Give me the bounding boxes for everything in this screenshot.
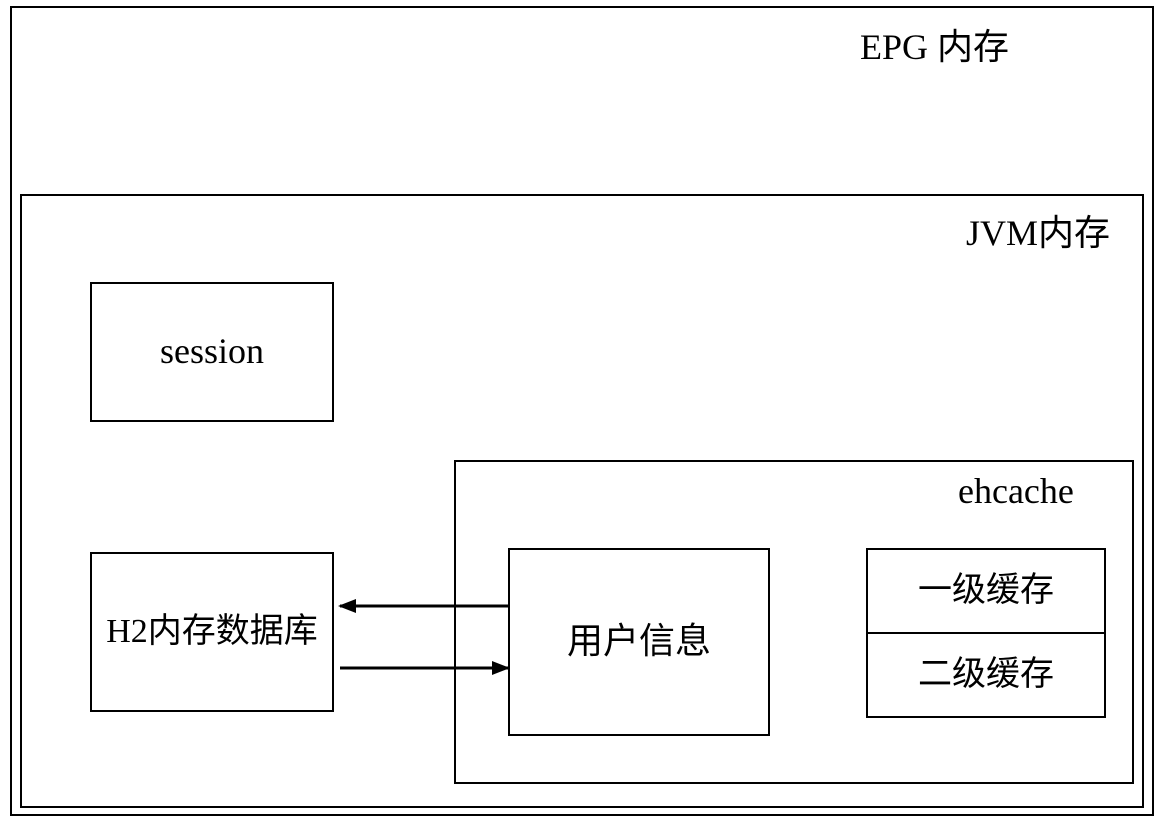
l1-cache-box: 一级缓存 [866,548,1106,634]
session-label: session [92,284,332,420]
l1-cache-label: 一级缓存 [868,550,1104,632]
l2-cache-box: 二级缓存 [866,632,1106,718]
h2-db-box: H2内存数据 库 [90,552,334,712]
user-info-box: 用户信息 [508,548,770,736]
jvm-memory-label: JVM内存 [966,204,1110,256]
ehcache-label: ehcache [958,470,1074,512]
user-info-label: 用户信息 [510,550,768,734]
epg-memory-label: EPG 内存 [860,18,1009,70]
session-box: session [90,282,334,422]
l2-cache-label: 二级缓存 [868,634,1104,716]
diagram-canvas: EPG 内存 JVM内存 session H2内存数据 库 ehcache 用户… [0,0,1163,824]
h2-db-label: H2内存数据 库 [92,554,332,710]
